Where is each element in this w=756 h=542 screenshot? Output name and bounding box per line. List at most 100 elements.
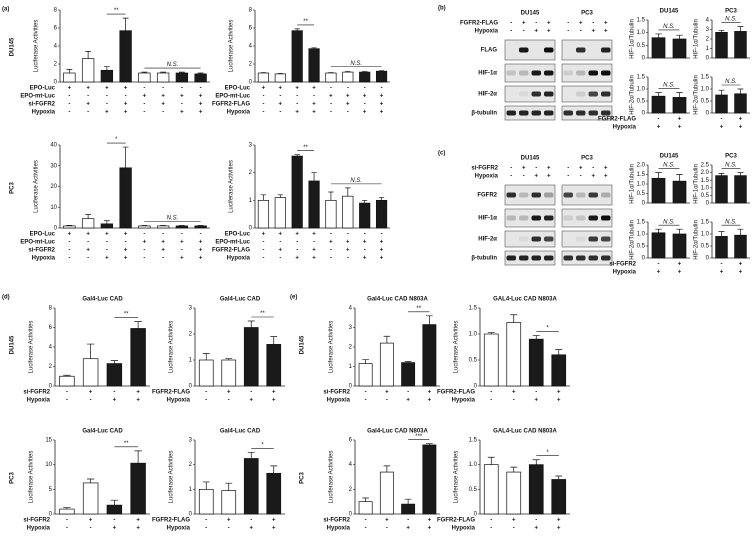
condition-mark: - [567, 29, 569, 35]
y-tick-label: 2 [249, 170, 253, 176]
condition-mark: + [143, 240, 147, 246]
error-bar [294, 154, 300, 157]
condition-mark: + [534, 174, 538, 180]
condition-mark: + [428, 518, 432, 524]
blot-band [576, 215, 586, 221]
band-label: β-tubulin [471, 256, 497, 262]
error-bar [655, 228, 662, 233]
condition-mark: - [490, 526, 492, 532]
condition-mark: + [380, 248, 384, 254]
condition-label: FGFR2-FLAG [598, 117, 636, 123]
bar [401, 503, 416, 515]
condition-mark: - [250, 390, 252, 396]
condition-mark: + [363, 94, 367, 100]
condition-label: si-FGFR2 [323, 518, 350, 524]
blot-frame [504, 105, 556, 121]
condition-label: Hypoxia [475, 174, 499, 180]
condition-mark: - [125, 240, 127, 246]
y-tick-label: 0 [49, 512, 53, 518]
bar [291, 155, 303, 229]
condition-mark: + [199, 248, 203, 254]
y-tick-label: 0 [706, 201, 710, 207]
y-tick-label: 20 [50, 184, 57, 190]
condition-mark: - [162, 232, 164, 238]
bar [308, 48, 320, 83]
condition-label: si-FGFR2 [23, 390, 50, 396]
bar [342, 71, 354, 83]
y-axis-label: Luciferase Activities [34, 20, 40, 73]
blot-band [519, 236, 529, 242]
y-tick-label: 2.0 [637, 163, 646, 169]
condition-mark: - [296, 102, 298, 108]
condition-mark: - [66, 526, 68, 532]
condition-mark: + [346, 248, 350, 254]
condition-mark: + [428, 526, 432, 532]
blot-band [601, 255, 611, 261]
condition-mark: + [604, 166, 608, 172]
condition-label: FGFR2-FLAG [437, 390, 475, 396]
condition-mark: + [312, 110, 316, 116]
condition-mark: + [547, 166, 551, 172]
condition-mark: - [347, 110, 349, 116]
condition-mark: + [295, 256, 299, 262]
y-tick-label: 0 [249, 226, 253, 232]
condition-mark: + [199, 102, 203, 108]
condition-mark: + [557, 526, 561, 532]
condition-mark: + [105, 232, 109, 238]
error-bar [178, 71, 185, 73]
blot-band [588, 70, 598, 76]
y-tick-label: 8 [49, 306, 53, 312]
error-bar [103, 66, 110, 71]
y-tick-label: 0.5 [701, 244, 710, 250]
condition-label: EPO-mt-Luc [215, 94, 250, 100]
condition-mark: + [579, 166, 583, 172]
panel-label: (b) [438, 6, 446, 12]
condition-mark: - [567, 174, 569, 180]
condition-mark: + [657, 125, 661, 131]
error-bar [328, 191, 334, 201]
condition-mark: + [547, 21, 551, 27]
bar [198, 359, 214, 387]
condition-mark: + [591, 29, 595, 35]
blot-band [544, 91, 554, 97]
condition-mark: + [161, 240, 165, 246]
blot-frame [561, 208, 613, 228]
condition-mark: + [136, 398, 140, 404]
condition-mark: - [513, 526, 515, 532]
blot-band [563, 192, 573, 198]
condition-mark: + [547, 174, 551, 180]
condition-mark: - [535, 390, 537, 396]
condition-mark: - [66, 398, 68, 404]
y-tick-label: 1 [249, 198, 253, 204]
band-label: β-tubulin [471, 111, 497, 117]
y-tick-label: 2 [49, 364, 53, 370]
condition-mark: + [385, 390, 389, 396]
error-bar [555, 349, 563, 355]
y-tick-label: 1.0 [701, 87, 710, 93]
condition-mark: - [228, 398, 230, 404]
condition-mark: - [407, 390, 409, 396]
y-tick-label: 0 [54, 226, 58, 232]
error-bar [362, 497, 369, 502]
condition-mark: + [522, 21, 526, 27]
y-tick-label: 0.5 [701, 99, 710, 105]
condition-mark: + [295, 86, 299, 92]
condition-mark: - [279, 110, 281, 116]
condition-mark: - [181, 86, 183, 92]
blot-frame [561, 63, 613, 83]
error-bar [277, 194, 283, 198]
y-axis-label: Luciferase Activities [169, 451, 175, 504]
blot-band [544, 215, 554, 221]
y-tick-label: 1.5 [637, 18, 646, 24]
chart-title: Gal4-Luc CAD [220, 297, 261, 303]
condition-mark: - [510, 29, 512, 35]
blot-band [588, 236, 598, 242]
significance-label: N.S. [167, 216, 179, 222]
blot-band [506, 70, 516, 76]
condition-mark: + [346, 240, 350, 246]
blot-band [544, 70, 554, 76]
bar [506, 471, 522, 515]
condition-mark: - [313, 94, 315, 100]
error-bar [86, 343, 95, 359]
blot-frame [561, 105, 613, 121]
